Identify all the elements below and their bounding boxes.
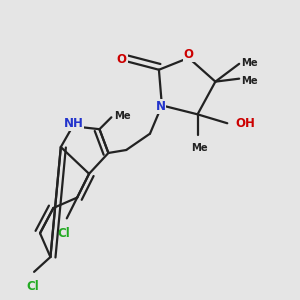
Text: Cl: Cl — [26, 280, 39, 293]
Text: Me: Me — [114, 111, 131, 121]
Text: Me: Me — [242, 76, 258, 86]
Text: O: O — [184, 48, 194, 62]
Text: Cl: Cl — [57, 227, 70, 240]
Text: O: O — [117, 53, 127, 66]
Text: Me: Me — [242, 58, 258, 68]
Text: Me: Me — [191, 143, 207, 154]
Text: N: N — [155, 100, 165, 113]
Text: OH: OH — [236, 117, 256, 130]
Text: NH: NH — [63, 117, 83, 130]
